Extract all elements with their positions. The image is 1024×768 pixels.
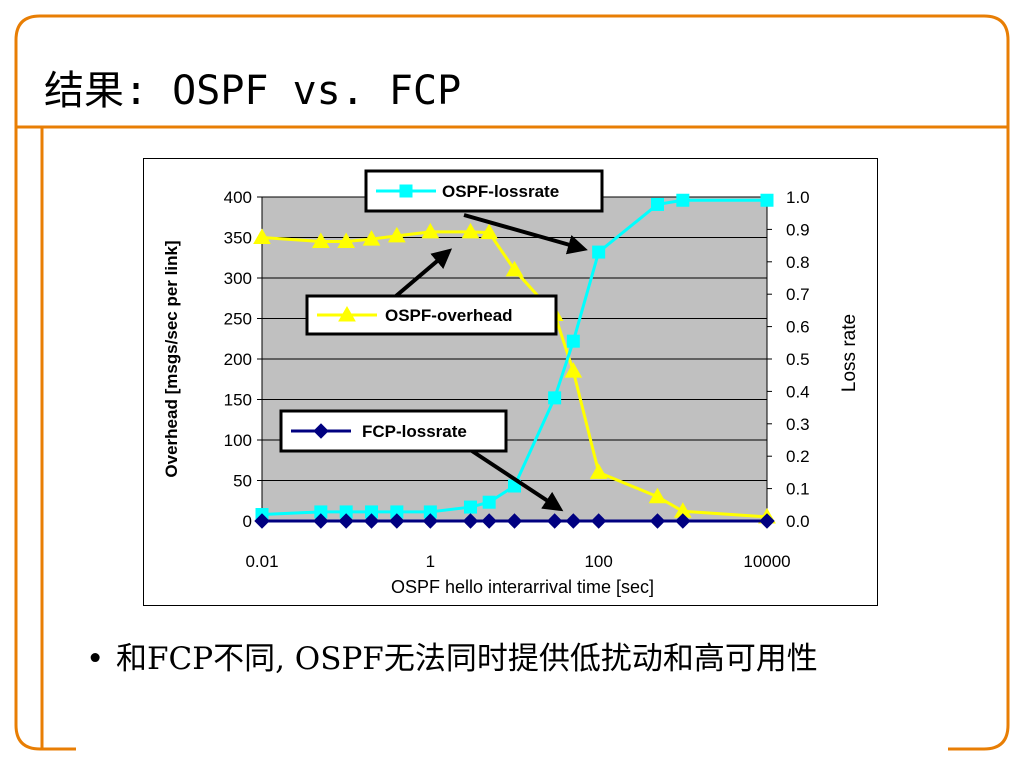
data-point	[676, 193, 690, 207]
data-point	[363, 513, 380, 529]
legend-label: OSPF-overhead	[385, 306, 513, 325]
callout-arrow	[463, 213, 588, 255]
data-point	[337, 232, 356, 249]
data-point	[760, 193, 774, 207]
y2-tick-label: 0.1	[786, 480, 810, 499]
data-point	[313, 423, 329, 439]
y2-tick-label: 1.0	[786, 188, 810, 207]
data-point	[463, 500, 477, 514]
data-point	[481, 513, 497, 529]
data-point	[564, 362, 583, 378]
y-tick-label: 250	[224, 310, 252, 329]
callout-ospf-lossrate: OSPF-lossrate	[364, 169, 604, 255]
callout-fcp-lossrate: FCP-lossrate	[279, 409, 564, 512]
slide-title: 结果: OSPF vs. FCP	[44, 68, 462, 114]
legend-label: FCP-lossrate	[362, 422, 467, 441]
data-point	[338, 513, 354, 529]
data-point	[253, 228, 271, 244]
data-point	[461, 222, 480, 239]
data-point	[650, 197, 664, 211]
data-point	[421, 222, 440, 239]
y-axis-label: Overhead [msgs/sec per link]	[162, 240, 181, 477]
data-point	[759, 513, 775, 529]
data-point	[254, 513, 270, 529]
series-ospf-lossrate	[255, 193, 774, 522]
series-fcp-lossrate	[254, 513, 775, 529]
y2-tick-label: 0.0	[786, 512, 810, 531]
y2-tick-label: 0.4	[786, 382, 810, 401]
y2-tick-label: 0.7	[786, 285, 810, 304]
data-point	[590, 513, 607, 529]
data-point	[462, 513, 479, 529]
y-tick-label: 200	[224, 350, 252, 369]
x-axis-label: OSPF hello interarrival time [sec]	[391, 577, 654, 597]
chart-container: 0 50 100 150 200 250 300 350 400 0.0 0.1 0.2 0.3 0.4 0…	[143, 158, 878, 606]
x-tick-label: 0.01	[245, 552, 278, 571]
x-tick-label: 10000	[743, 552, 790, 571]
x-tick-label: 1	[426, 552, 435, 571]
data-point	[399, 184, 413, 198]
y2-tick-label: 0.5	[786, 350, 810, 369]
data-point	[565, 513, 582, 529]
y-tick-label: 300	[224, 269, 252, 288]
y-tick-label: 400	[224, 188, 252, 207]
data-point	[422, 513, 439, 529]
y2-tick-label: 0.3	[786, 415, 810, 434]
bullet-dot-icon: •	[86, 641, 105, 677]
y2-tick-label: 0.8	[786, 253, 810, 272]
y-tick-label: 100	[224, 431, 252, 450]
line-chart: 0 50 100 150 200 250 300 350 400 0.0 0.1 0.2 0.3 0.4 0…	[162, 169, 860, 597]
data-point	[548, 391, 562, 405]
y-tick-label: 350	[224, 229, 252, 248]
data-point	[482, 495, 496, 509]
x-tick-label: 100	[584, 552, 612, 571]
data-point	[592, 245, 606, 259]
data-point	[338, 305, 356, 322]
data-point	[546, 513, 563, 529]
data-point	[480, 223, 499, 240]
data-point	[505, 260, 524, 277]
data-point	[648, 487, 667, 504]
data-point	[362, 230, 381, 246]
data-point	[387, 226, 406, 243]
data-point	[313, 513, 329, 529]
y2-tick-label: 0.6	[786, 318, 810, 337]
y-tick-label: 50	[233, 472, 252, 491]
callout-ospf-overhead: OSPF-overhead	[305, 248, 558, 336]
data-point	[649, 513, 666, 529]
data-point	[589, 463, 608, 479]
y2-tick-label: 0.2	[786, 447, 810, 466]
callout-arrow	[470, 449, 564, 512]
legend-label: OSPF-lossrate	[442, 182, 559, 201]
y2-axis-label: Loss rate	[839, 314, 860, 392]
callout-arrow	[394, 248, 453, 298]
data-point	[311, 232, 330, 249]
data-point	[389, 513, 405, 529]
y-tick-label: 0	[243, 512, 252, 531]
data-point	[506, 513, 523, 529]
data-point	[566, 334, 580, 348]
y2-tick-label: 0.9	[786, 220, 810, 239]
bullet-text: 和FCP不同, OSPF无法同时提供低扰动和高可用性	[116, 641, 818, 677]
data-point	[675, 513, 691, 529]
y-tick-label: 150	[224, 391, 252, 410]
